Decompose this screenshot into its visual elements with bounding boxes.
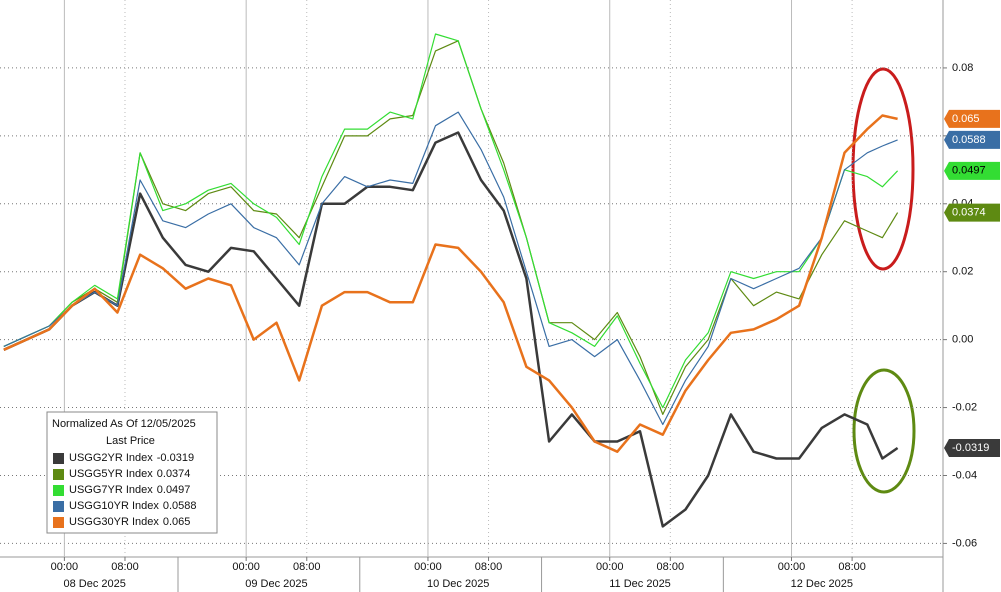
series-line [3,114,898,453]
series-line [3,131,899,528]
legend-swatch [53,453,64,464]
legend: Normalized As Of 12/05/2025 Last Price USG… [46,411,218,534]
date-label: 11 Dec 2025 [609,578,671,590]
date-label: 12 Dec 2025 [791,578,853,590]
date-label: 09 Dec 2025 [245,578,307,590]
last-price-tag [944,438,1000,457]
x-tick-label: 00:00 [232,561,260,573]
x-tick-label: 08:00 [657,561,685,573]
x-tick-label: 08:00 [838,561,866,573]
legend-title: Normalized As Of 12/05/2025 [52,418,196,430]
y-tick-label: 0.08 [952,62,973,74]
legend-value: 0.065 [163,516,191,528]
date-label: 08 Dec 2025 [63,578,125,590]
highlight-ellipse [851,67,915,271]
last-price-tag [944,161,1000,180]
last-price-tag [944,203,1000,222]
legend-label: USGG5YR Index 0.0374 [69,468,190,480]
last-price-label: 0.0588 [952,134,986,146]
x-tick-label: 08:00 [293,561,321,573]
series-line [3,111,898,426]
series-line [3,33,899,409]
last-price-label: -0.0319 [952,442,989,454]
x-tick-label: 00:00 [51,561,79,573]
legend-subtitle: Last Price [106,435,155,447]
y-tick-label: 0.02 [952,266,973,278]
legend-swatch [53,469,64,480]
date-label: 10 Dec 2025 [427,578,489,590]
last-price-label: 0.065 [952,113,980,125]
legend-swatch [53,501,64,512]
legend-swatch [53,485,64,496]
legend-label: USGG10YR Index 0.0588 [69,500,197,512]
legend-swatch [53,517,64,528]
legend-name: USGG30YR Index [69,516,159,528]
legend-name: USGG10YR Index [69,500,159,512]
legend-box [46,411,218,534]
x-tick-label: 00:00 [596,561,624,573]
last-price-label: 0.0374 [952,207,986,219]
legend-name: USGG5YR Index [69,468,153,480]
x-tick-label: 00:00 [414,561,442,573]
x-tick-label: 00:00 [778,561,806,573]
legend-value: 0.0374 [157,468,191,480]
legend-label: USGG30YR Index 0.065 [69,516,190,528]
y-tick-label: 0.00 [952,334,973,346]
legend-label: USGG7YR Index 0.0497 [69,484,190,496]
legend-value: -0.0319 [157,452,194,464]
legend-value: 0.0588 [163,500,197,512]
y-tick-label: -0.02 [952,401,977,413]
highlight-ellipse [852,368,916,494]
legend-label: USGG2YR Index -0.0319 [69,452,194,464]
legend-name: USGG7YR Index [69,484,153,496]
last-price-tag [944,109,1000,128]
x-tick-label: 08:00 [475,561,503,573]
x-tick-label: 08:00 [111,561,139,573]
legend-value: 0.0497 [157,484,191,496]
y-tick-label: -0.04 [952,469,977,481]
last-price-label: 0.0497 [952,165,986,177]
legend-name: USGG2YR Index [69,452,153,464]
last-price-tag [944,130,1000,149]
y-tick-label: -0.06 [952,537,977,549]
